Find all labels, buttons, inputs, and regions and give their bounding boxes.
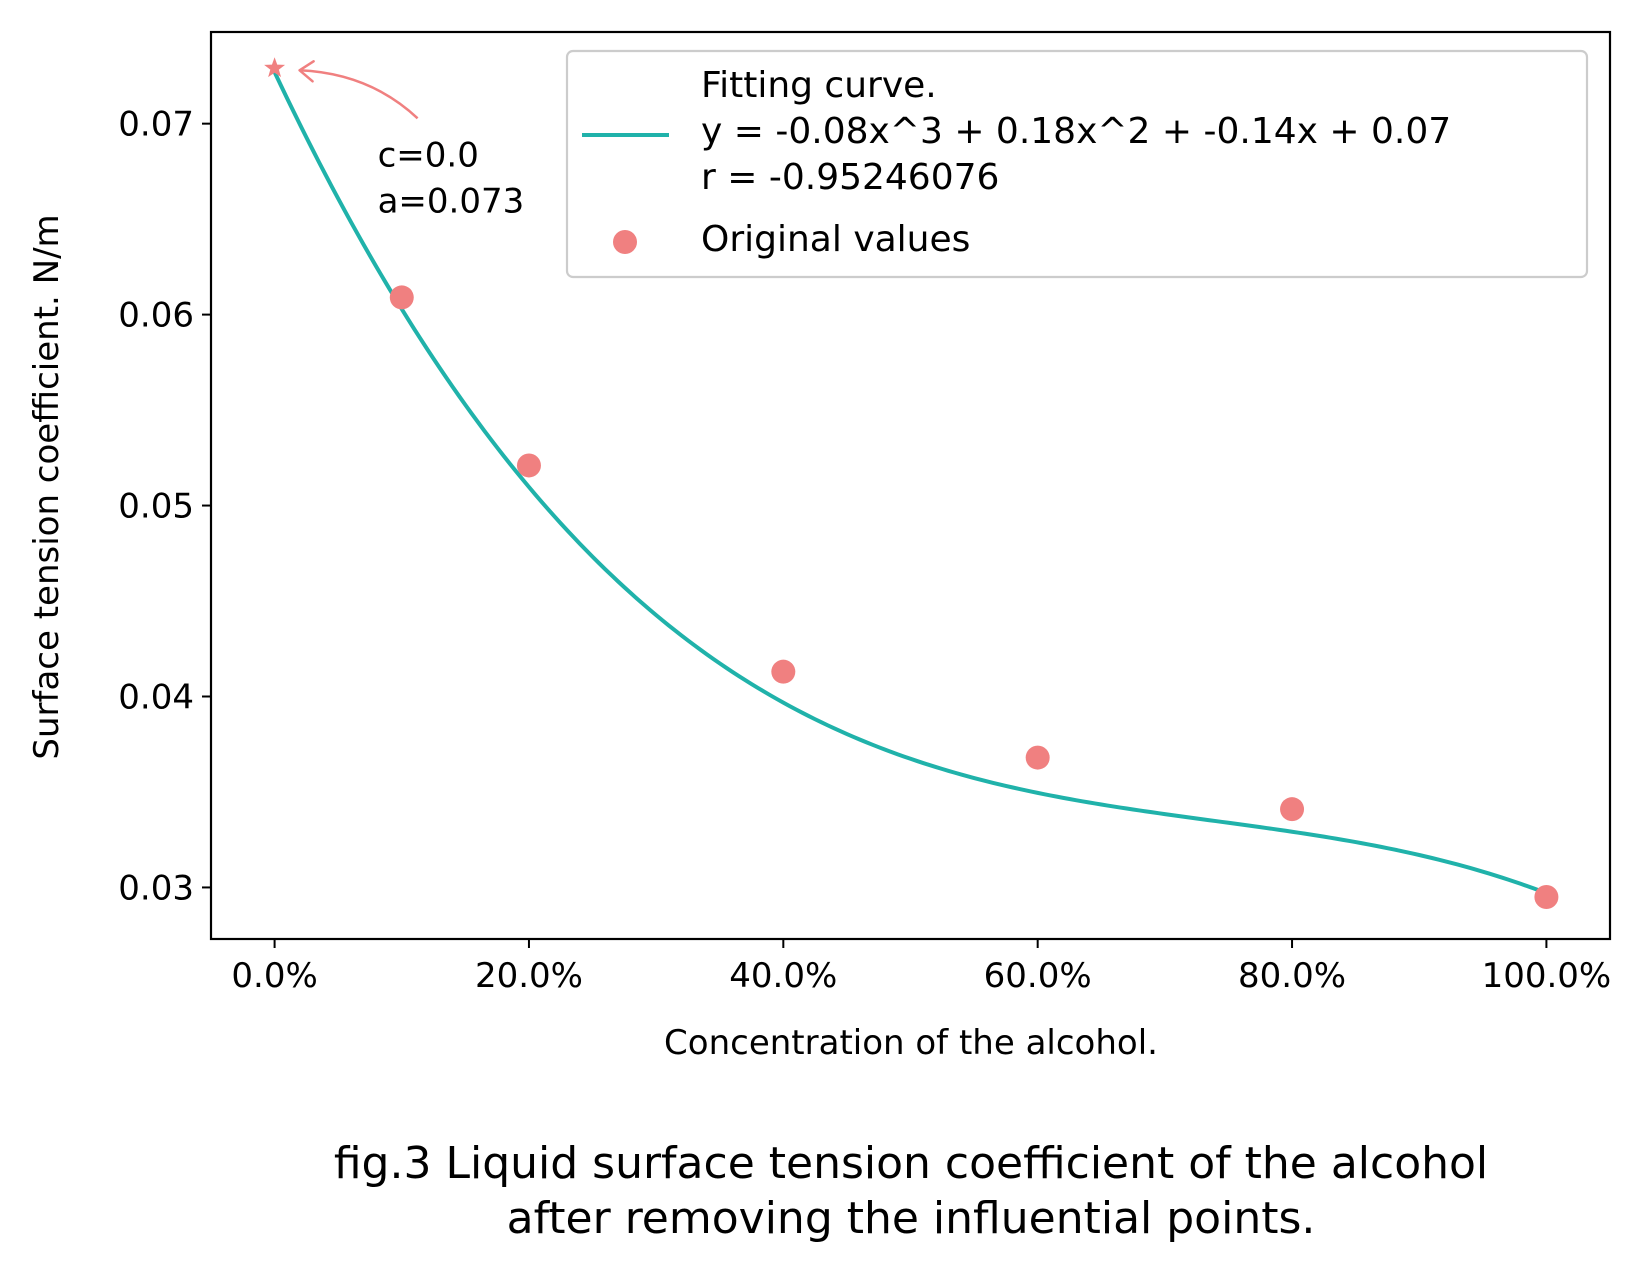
axes-frame xyxy=(209,30,1612,941)
y-axis-ticks: 0.03 0.04 0.05 0.06 0.07 xyxy=(118,105,211,908)
y-tick-label: 0.07 xyxy=(118,105,194,145)
data-point xyxy=(1025,745,1050,770)
annotation-text-line: a=0.073 xyxy=(378,181,525,221)
annotation-arrowhead xyxy=(298,60,315,83)
annotation-arrow xyxy=(299,69,419,120)
annotation-star-marker xyxy=(264,57,286,78)
legend-fit-label-line: y = -0.08x^3 + 0.18x^2 + -0.14x + 0.07 xyxy=(701,111,1451,152)
plot-area: c=0.0 a=0.073 xyxy=(209,30,1612,941)
y-tick-label: 0.03 xyxy=(118,868,194,908)
y-tick-label: 0.05 xyxy=(118,487,194,527)
legend-fit-label-line: Fitting curve. xyxy=(701,65,937,106)
x-tick-label: 100.0% xyxy=(1482,956,1612,996)
data-point xyxy=(516,453,541,478)
x-axis-label: Concentration of the alcohol. xyxy=(664,1023,1158,1063)
fitting-curve-line xyxy=(272,71,1548,896)
x-tick-label: 20.0% xyxy=(475,956,583,996)
x-tick-label: 80.0% xyxy=(1238,956,1346,996)
x-axis-ticks: 0.0% 20.0% 40.0% 60.0% 80.0% 100.0% xyxy=(231,939,1611,996)
legend-point-swatch xyxy=(613,230,637,254)
legend: Fitting curve. y = -0.08x^3 + 0.18x^2 + -… xyxy=(565,49,1589,279)
data-point xyxy=(771,659,796,684)
data-point xyxy=(389,285,414,310)
y-tick-label: 0.04 xyxy=(118,677,194,717)
data-point xyxy=(1280,797,1305,822)
data-point xyxy=(1534,884,1559,909)
annotation-text-line: c=0.0 xyxy=(378,135,479,175)
y-axis-label: Surface tension coefficient. N/m xyxy=(27,214,67,759)
legend-box xyxy=(565,49,1589,279)
y-tick-label: 0.06 xyxy=(118,296,194,336)
x-tick-label: 40.0% xyxy=(729,956,837,996)
legend-fit-label-line: r = -0.95246076 xyxy=(701,157,999,198)
x-tick-label: 0.0% xyxy=(231,956,317,996)
x-tick-label: 60.0% xyxy=(984,956,1092,996)
caption-line-1: fig.3 Liquid surface tension coefficient… xyxy=(334,1138,1488,1189)
caption-line-2: after removing the influential points. xyxy=(507,1193,1316,1244)
legend-points-label: Original values xyxy=(701,219,970,260)
